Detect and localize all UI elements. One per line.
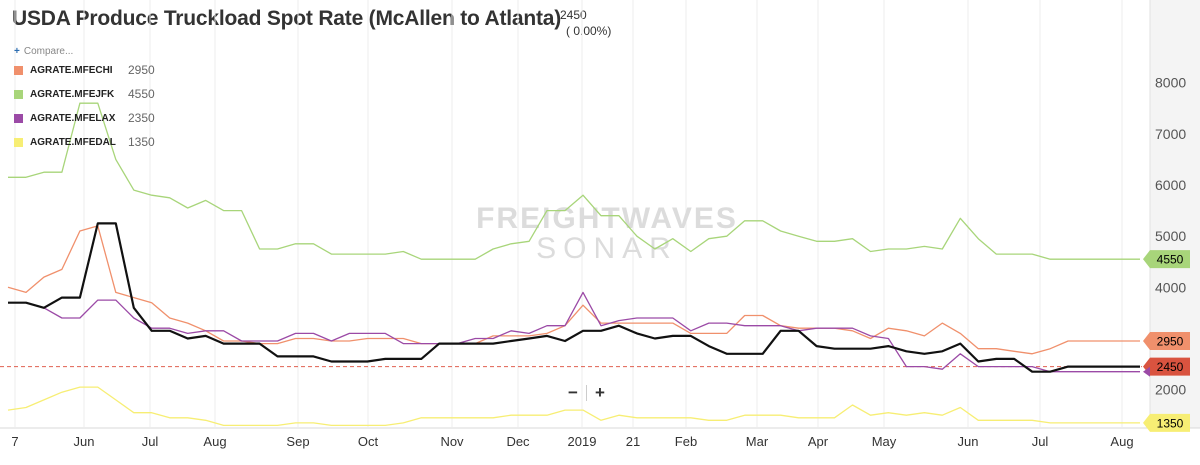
x-tick-label: Mar [746,434,769,449]
plus-icon: + [14,46,20,57]
badge-stub-mfelax [1143,366,1150,377]
x-tick-label: Sep [286,434,309,449]
legend-value: 2950 [128,63,155,77]
y-axis-panel [1150,0,1200,428]
y-tick-label: 6000 [1155,177,1186,193]
watermark-sonar: SONAR [536,232,678,265]
x-tick-label: Feb [675,434,697,449]
end-value-badge: 1350 [1143,413,1190,432]
end-value-badge: 2450 [1143,357,1190,376]
zoom-out-button[interactable]: − [568,383,578,402]
x-tick-label: Jul [1032,434,1049,449]
x-tick-label: Jun [958,434,979,449]
x-tick-label: Aug [1110,434,1133,449]
x-tick-label: Dec [506,434,530,449]
badge-shape [1143,357,1190,376]
zoom-divider [585,385,587,401]
zoom-controls: − + [560,383,613,403]
zoom-in-button[interactable]: + [594,383,605,402]
legend-item-mfejfk[interactable]: AGRATE.MFEJFK 4550 [14,87,155,101]
x-tick-label: Jul [142,434,159,449]
legend-value: 4550 [128,87,155,101]
badge-shape [1143,250,1190,269]
current-value: 2450 [560,8,587,22]
x-tick-label: Nov [440,434,464,449]
badge-shape [1143,413,1190,432]
legend-swatch [14,137,23,147]
legend-name: AGRATE.MFEDAL [30,136,116,148]
badge-label: 4550 [1157,253,1184,267]
series-line-mfechi [7,225,1140,355]
compare-button[interactable]: + Compare... [14,46,73,57]
series-line-mfelax [8,291,1140,373]
y-tick-label: 4000 [1155,279,1186,295]
x-tick-label: Oct [358,434,379,449]
end-value-badge: 2950 [1143,332,1190,351]
compare-label: Compare... [23,46,74,57]
legend-value: 1350 [128,135,155,149]
end-value-badge: 4550 [1143,250,1190,269]
x-tick-label: May [872,434,897,449]
legend-swatch [14,65,23,75]
badge-shape [1143,332,1190,351]
badge-label: 2450 [1157,360,1184,374]
legend-item-mfechi[interactable]: AGRATE.MFECHI 2950 [14,63,155,77]
badge-label: 1350 [1157,416,1184,430]
y-tick-label: 2000 [1155,382,1186,398]
legend-swatch [14,89,23,99]
x-tick-label: 21 [626,434,640,449]
legend-name: AGRATE.MFEJFK [30,88,115,100]
badge-label: 2950 [1157,335,1184,349]
x-tick-label: 2019 [568,434,597,449]
series-line-mfedal [7,386,1140,427]
series-line-mfejfk [8,102,1140,260]
legend-name: AGRATE.MFELAX [30,112,116,124]
legend-item-mfedal[interactable]: AGRATE.MFEDAL 1350 [14,135,155,149]
series-line-main [8,222,1140,373]
legend-swatch [14,113,23,123]
chart-title: USDA Produce Truckload Spot Rate (McAlle… [12,7,562,30]
watermark-freightwaves: FREIGHTWAVES [476,202,738,235]
x-tick-label: Jun [74,434,95,449]
y-tick-label: 8000 [1155,75,1186,91]
x-tick-label: 7 [11,434,18,449]
current-change: ( 0.00%) [566,24,612,38]
y-tick-label: 5000 [1155,228,1186,244]
x-tick-label: Apr [808,434,829,449]
legend-value: 2350 [128,111,155,125]
y-tick-label: 7000 [1155,126,1186,142]
legend-item-mfelax[interactable]: AGRATE.MFELAX 2350 [14,111,155,125]
x-tick-label: Aug [203,434,226,449]
legend-name: AGRATE.MFECHI [30,64,113,76]
